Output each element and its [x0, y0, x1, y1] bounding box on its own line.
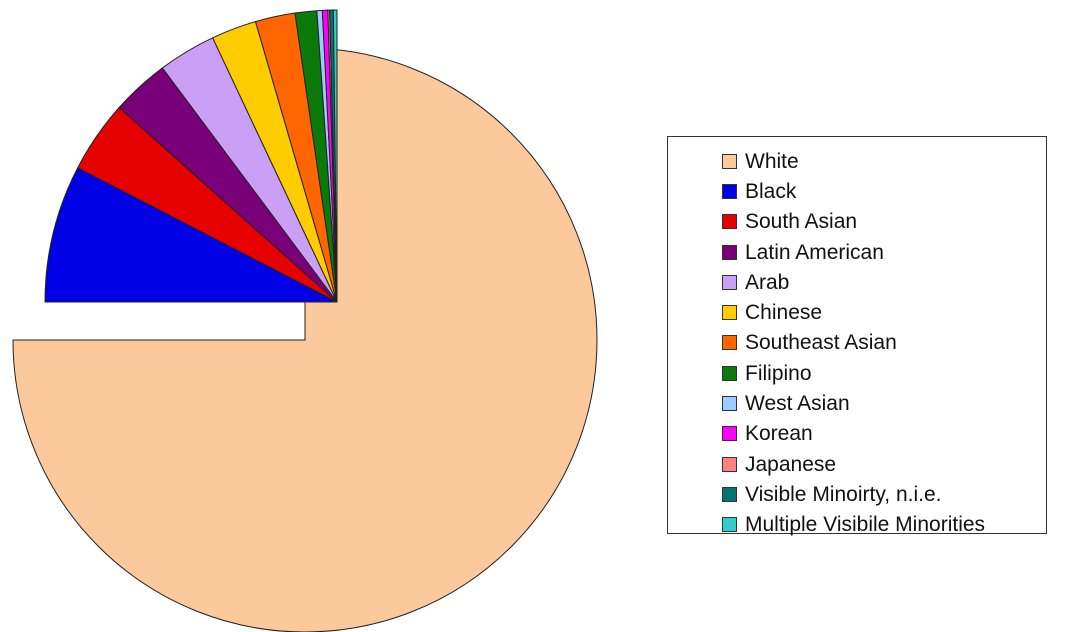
legend-swatch-filipino: [722, 365, 737, 381]
legend-label-south-asian: South Asian: [745, 210, 858, 234]
legend-item-latin-american: Latin American: [722, 237, 1046, 267]
legend-swatch-visible-minoirty-n-i-e: [722, 486, 737, 502]
legend-label-west-asian: West Asian: [745, 392, 850, 416]
legend-label-filipino: Filipino: [745, 361, 812, 385]
legend-swatch-west-asian: [722, 396, 737, 412]
legend-item-southeast-asian: Southeast Asian: [722, 328, 1046, 358]
legend-item-south-asian: South Asian: [722, 207, 1046, 237]
legend-item-arab: Arab: [722, 267, 1046, 297]
legend-label-latin-american: Latin American: [745, 240, 884, 264]
legend-label-visible-minoirty-n-i-e: Visible Minoirty, n.i.e.: [745, 482, 942, 506]
legend-label-white: White: [745, 149, 799, 173]
legend-swatch-latin-american: [722, 244, 737, 260]
legend-label-chinese: Chinese: [745, 301, 823, 325]
legend-item-filipino: Filipino: [722, 358, 1046, 388]
legend-item-multiple-visibile-minorities: Multiple Visibile Minorities: [722, 510, 1046, 540]
legend-swatch-japanese: [722, 456, 737, 472]
legend-label-korean: Korean: [745, 422, 813, 446]
legend-swatch-arab: [722, 274, 737, 290]
legend-item-black: Black: [722, 176, 1046, 206]
pie-slice-white: [12, 47, 598, 632]
legend-item-west-asian: West Asian: [722, 388, 1046, 418]
legend-swatch-korean: [722, 426, 737, 442]
legend-swatch-white: [722, 153, 737, 169]
chart-legend: White Black South Asian Latin American Arab C…: [667, 136, 1047, 535]
pie-slice-black: [44, 167, 338, 303]
legend-label-japanese: Japanese: [745, 452, 837, 476]
legend-swatch-multiple-visibile-minorities: [722, 517, 737, 533]
legend-item-visible-minoirty-n-i-e: Visible Minoirty, n.i.e.: [722, 479, 1046, 509]
legend-swatch-southeast-asian: [722, 335, 737, 351]
legend-label-multiple-visibile-minorities: Multiple Visibile Minorities: [745, 513, 986, 537]
legend-item-white: White: [722, 146, 1046, 176]
legend-label-arab: Arab: [745, 270, 790, 294]
legend-label-black: Black: [745, 179, 797, 203]
legend-item-japanese: Japanese: [722, 449, 1046, 479]
pie-slice-multiple-visibile-minorities: [332, 9, 338, 303]
legend-item-korean: Korean: [722, 419, 1046, 449]
legend-item-chinese: Chinese: [722, 297, 1046, 327]
pie-slices: [12, 9, 598, 632]
legend-swatch-black: [722, 183, 737, 199]
legend-swatch-chinese: [722, 305, 737, 321]
legend-swatch-south-asian: [722, 214, 737, 230]
legend-label-southeast-asian: Southeast Asian: [745, 331, 897, 355]
